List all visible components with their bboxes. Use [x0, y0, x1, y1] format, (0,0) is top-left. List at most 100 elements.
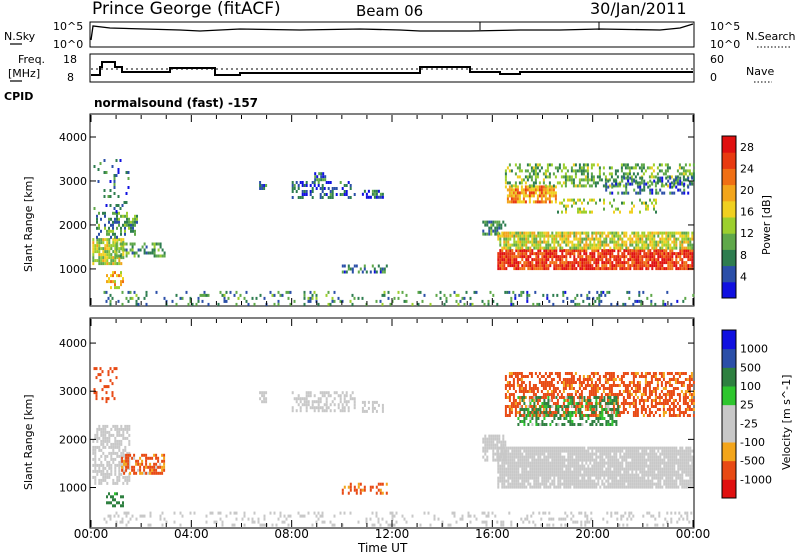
scatter-cell: [118, 466, 121, 470]
scatter-cell: [118, 445, 121, 449]
scatter-cell: [509, 258, 512, 262]
scatter-cell: [525, 455, 528, 459]
scatter-cell: [519, 482, 522, 486]
scatter-cell: [135, 517, 138, 521]
scatter-cell: [623, 267, 626, 271]
scatter-cell: [607, 482, 610, 486]
scatter-cell: [684, 169, 687, 173]
scatter-cell: [589, 210, 591, 214]
scatter-cell: [501, 267, 504, 271]
scatter-cell: [163, 468, 166, 472]
scatter-cell: [118, 478, 121, 482]
scatter-cell: [102, 436, 105, 440]
scatter-cell: [613, 234, 616, 238]
scatter-cell: [687, 240, 690, 244]
scatter-cell: [613, 452, 616, 456]
scatter-cell: [100, 253, 103, 257]
scatter-cell: [661, 234, 664, 238]
scatter-cell: [677, 464, 680, 468]
scatter-cell: [631, 237, 634, 241]
scatter-cell: [553, 470, 556, 474]
scatter-cell: [541, 446, 544, 450]
scatter-cell: [603, 237, 606, 241]
scatter-cell: [625, 470, 628, 474]
scatter-cell: [439, 296, 442, 300]
scatter-cell: [685, 237, 688, 241]
scatter-cell: [577, 237, 580, 241]
scatter-cell: [287, 514, 290, 518]
scatter-cell: [595, 234, 598, 238]
scatter-cell: [128, 460, 131, 464]
scatter-cell: [560, 184, 563, 188]
scatter-cell: [631, 207, 633, 211]
scatter-cell: [563, 204, 565, 208]
scatter-cell: [108, 472, 111, 476]
scatter-cell: [639, 464, 642, 468]
scatter-cell: [615, 476, 618, 480]
scatter-cell: [494, 226, 497, 230]
scatter-cell: [335, 193, 338, 196]
scatter-cell: [494, 452, 497, 456]
scatter-cell: [104, 445, 107, 449]
scatter-cell: [652, 163, 655, 167]
scatter-cell: [501, 458, 504, 462]
scatter-cell: [647, 207, 649, 211]
scatter-cell: [619, 182, 622, 186]
scatter-cell: [535, 234, 538, 238]
scatter-cell: [341, 391, 344, 395]
scatter-cell: [670, 520, 673, 524]
scatter-cell: [553, 264, 556, 268]
scatter-cell: [656, 181, 659, 185]
scatter-cell: [649, 179, 652, 183]
scatter-cell: [608, 184, 611, 188]
scatter-cell: [598, 175, 601, 179]
scatter-cell: [134, 217, 136, 221]
scatter-cell: [537, 476, 540, 480]
scatter-cell: [661, 237, 664, 241]
scatter-cell: [581, 473, 584, 477]
scatter-cell: [569, 455, 572, 459]
scatter-cell: [649, 234, 652, 238]
scatter-cell: [443, 302, 446, 306]
scatter-cell: [510, 197, 513, 201]
scatter-cell: [127, 462, 130, 466]
scatter-cell: [96, 244, 99, 248]
scatter-cell: [595, 482, 598, 486]
scatter-cell: [597, 461, 600, 465]
scatter-cell: [640, 169, 643, 173]
scatter-cell: [663, 479, 666, 483]
scatter-cell: [586, 293, 589, 297]
scatter-cell: [589, 261, 592, 265]
scatter-cell: [584, 184, 587, 188]
scatter-cell: [565, 258, 568, 262]
scatter-cell: [565, 243, 568, 247]
scatter-cell: [639, 455, 642, 459]
scatter-cell: [523, 473, 526, 477]
scatter-cell: [512, 402, 515, 405]
scatter-cell: [611, 182, 614, 186]
scatter-cell: [365, 517, 368, 521]
scatter-cell: [635, 464, 638, 468]
scatter-cell: [679, 446, 682, 450]
scatter-cell: [225, 514, 228, 518]
scatter-cell: [531, 452, 534, 456]
scatter-cell: [593, 461, 596, 465]
scatter-cell: [589, 198, 591, 202]
scatter-cell: [124, 223, 126, 227]
scatter-cell: [631, 179, 634, 183]
scatter-cell: [106, 495, 108, 499]
scatter-cell: [519, 473, 522, 477]
scatter-cell: [680, 514, 683, 518]
scatter-cell: [501, 264, 504, 268]
scatter-cell: [502, 520, 505, 524]
scatter-cell: [498, 437, 501, 441]
scatter-cell: [583, 210, 585, 214]
scatter-cell: [265, 391, 268, 395]
scatter-cell: [529, 252, 532, 256]
scatter-cell: [603, 231, 606, 235]
scatter-cell: [333, 290, 336, 294]
scatter-cell: [341, 299, 344, 303]
scatter-cell: [131, 514, 134, 518]
scatter-cell: [523, 455, 526, 459]
scatter-cell: [92, 244, 95, 248]
